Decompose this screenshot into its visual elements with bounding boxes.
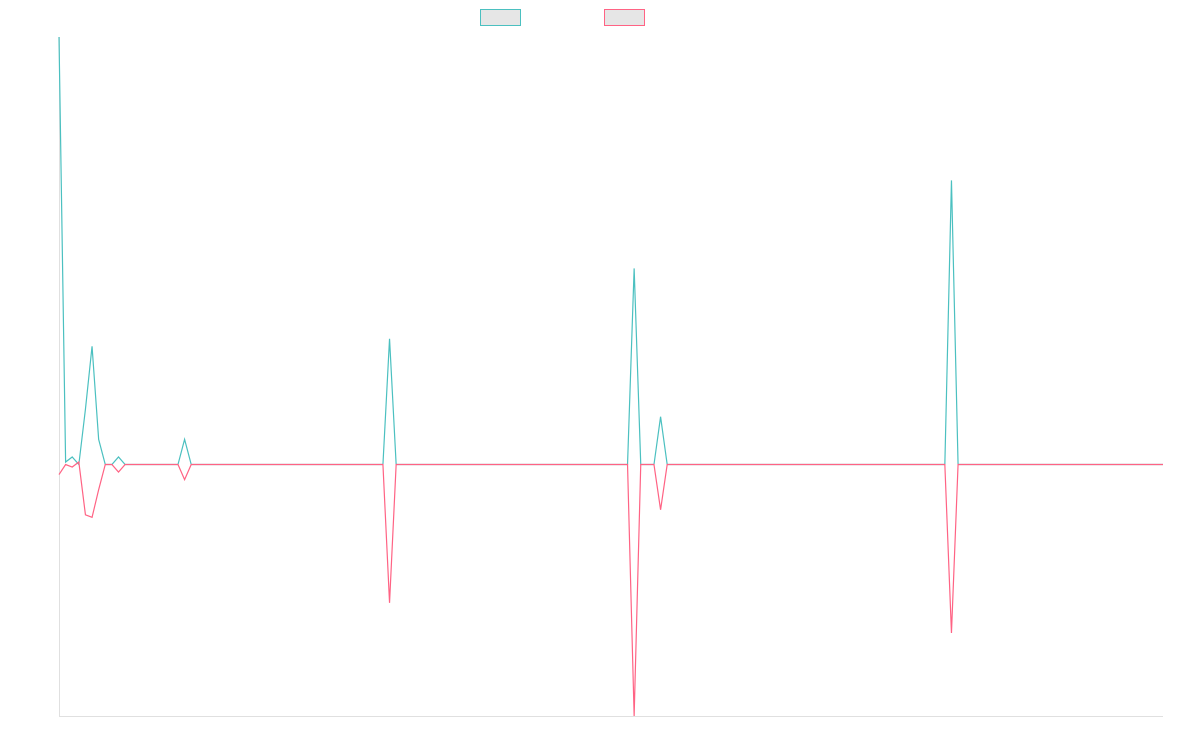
series-line [58,36,1163,466]
legend-swatch [604,9,645,26]
series-line [58,460,1163,717]
legend-swatch [480,9,521,26]
